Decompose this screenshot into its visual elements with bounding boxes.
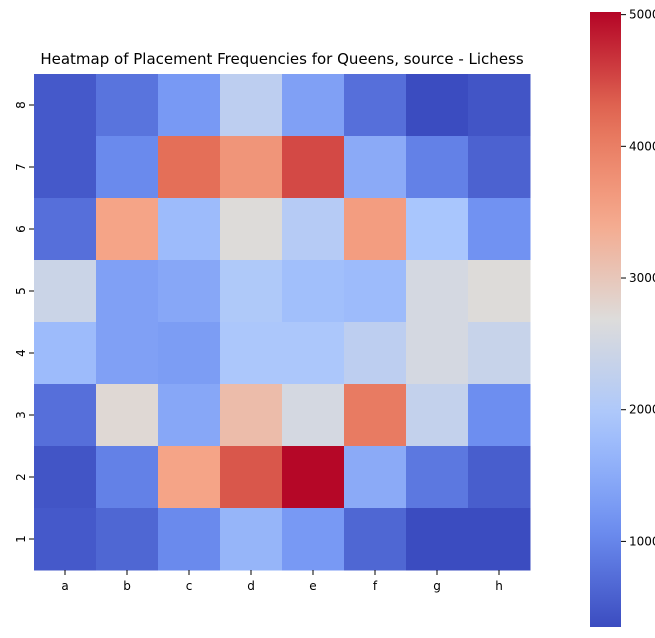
- heatmap-cell-f3: [344, 384, 407, 447]
- heatmap-cell-e4: [282, 322, 345, 385]
- heatmap-cell-a1: [34, 508, 97, 571]
- heatmap-cell-g8: [406, 74, 469, 137]
- heatmap-cell-a7: [34, 136, 97, 199]
- heatmap-cell-d4: [220, 322, 283, 385]
- x-tick-label-d: d: [247, 579, 255, 593]
- x-tick-label-e: e: [309, 579, 316, 593]
- heatmap-cell-c3: [158, 384, 221, 447]
- heatmap-cell-g7: [406, 136, 469, 199]
- heatmap-cell-e6: [282, 198, 345, 261]
- colorbar-gradient: [590, 12, 621, 627]
- heatmap-cell-h4: [468, 322, 531, 385]
- y-tick-label-7: 7: [14, 163, 28, 171]
- heatmap-cell-d6: [220, 198, 283, 261]
- heatmap-cell-f7: [344, 136, 407, 199]
- y-tick-label-6: 6: [14, 225, 28, 233]
- heatmap-cell-a4: [34, 322, 97, 385]
- heatmap-cell-c1: [158, 508, 221, 571]
- heatmap-cell-h2: [468, 446, 531, 509]
- heatmap-cell-c5: [158, 260, 221, 323]
- y-tick-label-4: 4: [14, 349, 28, 357]
- heatmap-cell-e2: [282, 446, 345, 509]
- heatmap-cell-h8: [468, 74, 531, 137]
- heatmap-cell-d5: [220, 260, 283, 323]
- heatmap-cell-a8: [34, 74, 97, 137]
- x-axis: a b c d e f g h: [61, 570, 503, 593]
- colorbar: 10000 20000 30000 40000 50000: [590, 8, 655, 627]
- x-tick-label-a: a: [61, 579, 68, 593]
- colorbar-tick-label-20000: 20000: [629, 403, 655, 417]
- heatmap-cell-h7: [468, 136, 531, 199]
- colorbar-tick-label-50000: 50000: [629, 8, 655, 22]
- heatmap-cell-e7: [282, 136, 345, 199]
- x-tick-label-b: b: [123, 579, 131, 593]
- colorbar-tick-label-40000: 40000: [629, 139, 655, 153]
- heatmap-cell-g4: [406, 322, 469, 385]
- heatmap-cell-b2: [96, 446, 159, 509]
- heatmap-cell-c7: [158, 136, 221, 199]
- heatmap-cell-g5: [406, 260, 469, 323]
- heatmap-cell-b7: [96, 136, 159, 199]
- heatmap-cell-h5: [468, 260, 531, 323]
- heatmap-cell-h6: [468, 198, 531, 261]
- heatmap-cell-g1: [406, 508, 469, 571]
- heatmap-cell-d1: [220, 508, 283, 571]
- heatmap-cell-a6: [34, 198, 97, 261]
- heatmap-cell-c8: [158, 74, 221, 137]
- y-tick-label-8: 8: [14, 101, 28, 109]
- heatmap-cell-f8: [344, 74, 407, 137]
- heatmap-cell-h1: [468, 508, 531, 571]
- heatmap-cell-g3: [406, 384, 469, 447]
- heatmap-cell-d7: [220, 136, 283, 199]
- heatmap-cell-b4: [96, 322, 159, 385]
- heatmap-cell-f4: [344, 322, 407, 385]
- heatmap-cell-f5: [344, 260, 407, 323]
- heatmap-cell-d3: [220, 384, 283, 447]
- heatmap-cell-e3: [282, 384, 345, 447]
- heatmap-cell-c2: [158, 446, 221, 509]
- heatmap-cell-b6: [96, 198, 159, 261]
- x-tick-label-c: c: [186, 579, 193, 593]
- heatmap-cell-e8: [282, 74, 345, 137]
- x-tick-label-h: h: [495, 579, 503, 593]
- heatmap-cell-f6: [344, 198, 407, 261]
- x-tick-label-f: f: [373, 579, 378, 593]
- colorbar-tick-label-10000: 10000: [629, 534, 655, 548]
- heatmap-cell-h3: [468, 384, 531, 447]
- heatmap-cell-a2: [34, 446, 97, 509]
- y-tick-label-1: 1: [14, 535, 28, 543]
- heatmap-cell-d8: [220, 74, 283, 137]
- y-axis: 8 7 6 5 4 3 2 1: [14, 101, 34, 543]
- heatmap-cell-g2: [406, 446, 469, 509]
- heatmap-cell-g6: [406, 198, 469, 261]
- y-tick-label-5: 5: [14, 287, 28, 295]
- heatmap-cell-b8: [96, 74, 159, 137]
- heatmap-cell-b3: [96, 384, 159, 447]
- heatmap-cell-a5: [34, 260, 97, 323]
- y-tick-label-2: 2: [14, 473, 28, 481]
- heatmap-cell-e1: [282, 508, 345, 571]
- heatmap-cell-c4: [158, 322, 221, 385]
- heatmap-cell-a3: [34, 384, 97, 447]
- heatmap-cell-b1: [96, 508, 159, 571]
- heatmap-cell-d2: [220, 446, 283, 509]
- heatmap-cells: [34, 74, 531, 571]
- colorbar-tick-label-30000: 30000: [629, 271, 655, 285]
- heatmap-cell-b5: [96, 260, 159, 323]
- chart-title: Heatmap of Placement Frequencies for Que…: [40, 50, 523, 68]
- heatmap-cell-e5: [282, 260, 345, 323]
- heatmap-cell-f2: [344, 446, 407, 509]
- x-tick-label-g: g: [433, 579, 441, 593]
- heatmap-cell-c6: [158, 198, 221, 261]
- y-tick-label-3: 3: [14, 411, 28, 419]
- heatmap-cell-f1: [344, 508, 407, 571]
